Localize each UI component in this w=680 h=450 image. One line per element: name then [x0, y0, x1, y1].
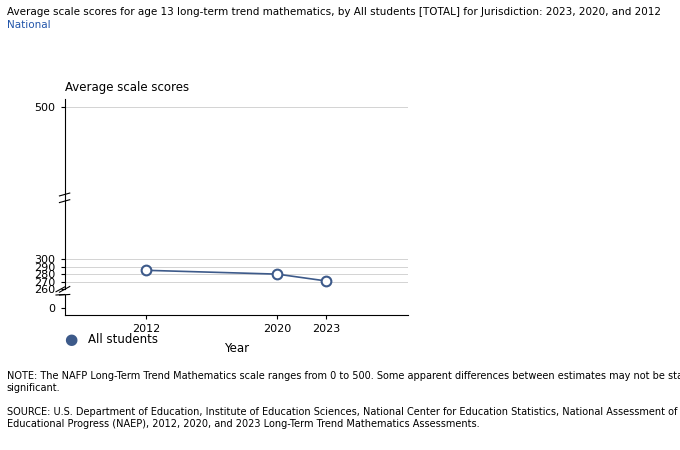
Text: National: National: [7, 20, 50, 30]
X-axis label: Year: Year: [224, 342, 249, 356]
Text: NOTE: The NAFP Long-Term Trend Mathematics scale ranges from 0 to 500. Some appa: NOTE: The NAFP Long-Term Trend Mathemati…: [7, 371, 680, 393]
Text: SOURCE: U.S. Department of Education, Institute of Education Sciences, National : SOURCE: U.S. Department of Education, In…: [7, 407, 677, 429]
Text: ●: ●: [65, 332, 78, 347]
Text: Average scale scores: Average scale scores: [65, 81, 189, 94]
Text: All students: All students: [88, 333, 158, 346]
Text: Average scale scores for age 13 long-term trend mathematics, by All students [TO: Average scale scores for age 13 long-ter…: [7, 7, 661, 17]
